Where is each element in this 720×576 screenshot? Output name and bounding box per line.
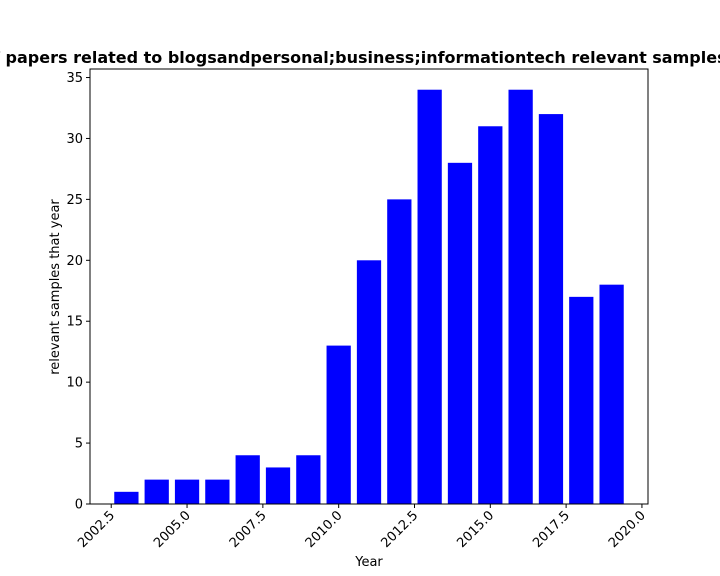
plot-frame (89, 68, 649, 505)
bar-2017 (538, 114, 564, 504)
bar-2008 (265, 467, 291, 504)
bar-2005 (174, 479, 200, 504)
x-tick-label: 2007.5 (227, 508, 270, 551)
bar-2007 (235, 455, 260, 504)
y-tick-label: 5 (75, 437, 83, 452)
x-tick-label: 2020.0 (606, 508, 649, 551)
y-tick-label: 15 (66, 315, 83, 330)
bar-2003 (114, 491, 139, 504)
y-tick-label: 0 (75, 498, 83, 513)
y-tick-label: 30 (66, 132, 83, 147)
bar-2004 (144, 479, 169, 504)
bar-2018 (569, 296, 594, 504)
y-axis-label: relevant samples that year (48, 199, 63, 375)
bar-2016 (508, 89, 533, 504)
x-axis-label: Year (354, 555, 383, 570)
bar-2011 (356, 260, 382, 504)
x-tick-label: 2017.5 (530, 508, 573, 551)
bar-2012 (387, 199, 412, 504)
bar-2010 (326, 345, 351, 504)
x-axis-ticks: 2002.5 2005.0 2007.5 2010.0 2012.5 2015.0 2017… (75, 504, 649, 551)
y-tick-label: 20 (66, 254, 83, 269)
bar-2014 (447, 162, 473, 504)
y-tick-label: 10 (66, 376, 83, 391)
bar-2006 (205, 479, 230, 504)
x-tick-label: 2010.0 (303, 508, 346, 551)
bar-2015 (478, 126, 503, 504)
x-tick-label: 2002.5 (75, 508, 118, 551)
bar-2013 (417, 89, 442, 504)
bar-2019 (599, 284, 624, 504)
y-tick-label: 35 (66, 71, 83, 86)
chart-title: Number of papers related to blogsandpers… (0, 48, 720, 67)
x-tick-label: 2015.0 (454, 508, 497, 551)
y-tick-label: 25 (66, 193, 83, 208)
bars-group (114, 89, 624, 504)
x-tick-label: 2012.5 (379, 508, 422, 551)
bar-2009 (296, 455, 321, 504)
x-tick-label: 2005.0 (151, 508, 194, 551)
y-axis-ticks: 0 5 10 15 20 25 30 35 (66, 71, 90, 513)
